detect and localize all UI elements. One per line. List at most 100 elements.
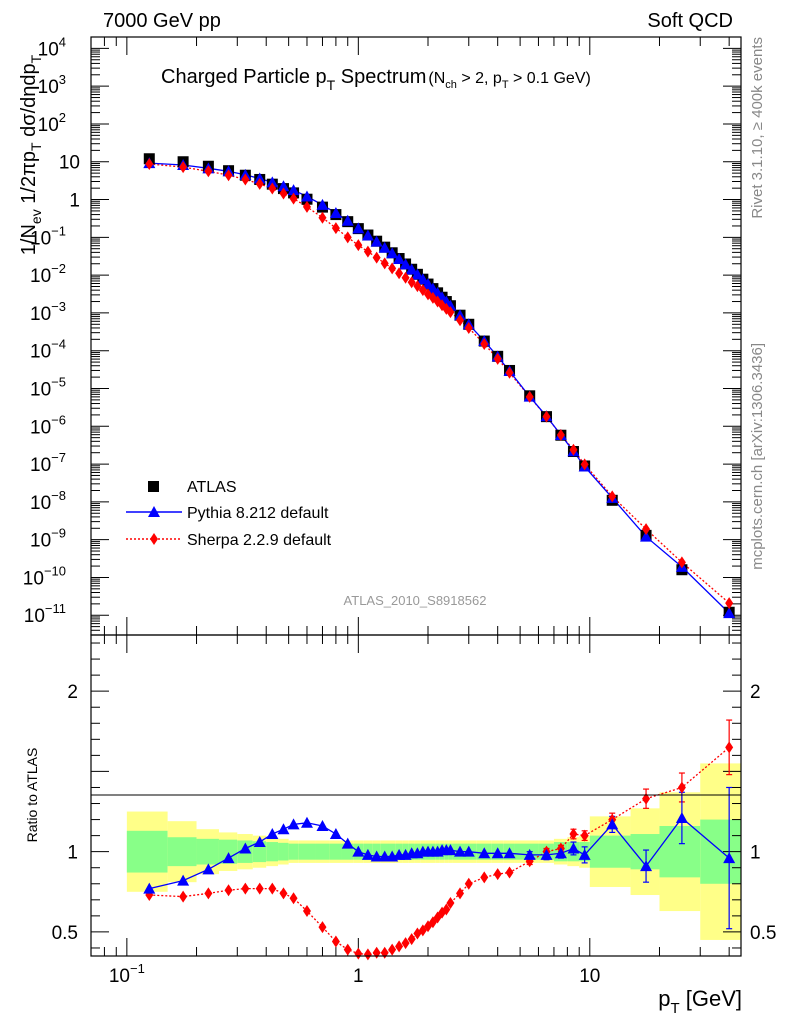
sherpa-main-point (569, 443, 578, 456)
pythia-ratio-point (143, 882, 156, 894)
sherpa-main-point (289, 192, 298, 205)
band-inner-segment (298, 843, 316, 860)
sherpa-main-point (464, 321, 473, 334)
pythia-ratio-point (287, 818, 300, 830)
sherpa-ratio-point (179, 890, 188, 903)
pythia-ratio-point (329, 828, 342, 840)
y-tick-label-main: 103 (38, 72, 66, 98)
sherpa-main-point (725, 597, 734, 610)
legend-marker-pythia (148, 506, 160, 517)
sherpa-ratio-point (456, 887, 465, 900)
sherpa-main-point (505, 366, 514, 379)
sherpa-ratio-point (302, 905, 311, 918)
pythia-ratio-point (239, 842, 252, 854)
ratio-axis-ticks: 10−1 1 10 0.5 0.5 1 1 2 2 (52, 635, 776, 987)
sherpa-main-point (542, 410, 551, 423)
ratio-series-layer (143, 719, 736, 961)
sherpa-ratio-point (480, 871, 489, 884)
band-inner-segment (315, 843, 330, 860)
pythia-ratio-point (578, 848, 591, 860)
sherpa-ratio-point (343, 943, 352, 956)
pythia-ratio-point (567, 842, 580, 854)
y-tick-label-ratio-right: 0.5 (750, 923, 776, 944)
sherpa-main-point (343, 231, 352, 244)
sherpa-main-point (456, 314, 465, 327)
sherpa-main-point (480, 338, 489, 351)
sherpa-ratio-point (289, 892, 298, 905)
main-y-axis-label: 1/Nev 1/2πpT dσ/dηdpT (18, 54, 44, 255)
sherpa-ratio-point (224, 884, 233, 897)
sherpa-ratio-point (395, 940, 404, 953)
pythia-ratio-point (277, 823, 290, 835)
sherpa-ratio-point (725, 741, 734, 754)
pythia-ratio-point (454, 845, 467, 857)
pythia-ratio-point (554, 847, 567, 859)
pythia-main-point (723, 607, 736, 619)
sherpa-ratio-point (380, 946, 389, 959)
pythia-ratio-point (177, 874, 190, 886)
band-inner-segment (288, 843, 299, 860)
sherpa-main-point (580, 458, 589, 471)
x-tick-label: 1 (353, 966, 364, 987)
sherpa-main-point (380, 257, 389, 270)
y-tick-label-main: 10−4 (30, 337, 66, 363)
pythia-main-point (329, 207, 342, 219)
sherpa-main-point (224, 169, 233, 182)
sherpa-ratio-point (642, 792, 651, 805)
pythia-main-point (287, 184, 300, 196)
sherpa-main-point (354, 239, 363, 252)
chart-title: Charged Particle pT Spectrum (Nch > 2, pT… (161, 66, 591, 93)
pythia-ratio-point (640, 860, 653, 872)
band-inner-segment (218, 839, 238, 864)
sherpa-ratio-point (464, 877, 473, 890)
y-tick-label-main: 10−7 (30, 450, 66, 476)
sherpa-main-point (388, 262, 397, 275)
legend-label-atlas: ATLAS (187, 479, 237, 496)
y-tick-label-main: 1 (69, 191, 80, 212)
sherpa-main-point (145, 158, 154, 171)
y-tick-label-main: 10−9 (30, 526, 66, 552)
sherpa-ratio-point (354, 947, 363, 960)
y-tick-label-main: 10−5 (30, 374, 66, 400)
sherpa-main-point (556, 428, 565, 441)
y-tick-label-ratio: 1 (67, 843, 78, 864)
y-tick-label-ratio-right: 2 (750, 682, 761, 703)
main-series-layer (143, 153, 736, 619)
band-inner-segment (167, 837, 197, 867)
legend-label-pythia: Pythia 8.212 default (187, 505, 329, 522)
main-axis-ticks: 10−11 10−10 10−9 10−8 10−7 10−6 10−5 10−4 10−3 10… (23, 34, 741, 636)
band-inner-segment (659, 825, 701, 878)
sherpa-ratio-point (279, 887, 288, 900)
y-tick-label-ratio: 2 (67, 682, 78, 703)
sherpa-main-point (318, 211, 327, 224)
y-tick-label-main: 10−1 (30, 223, 66, 249)
pythia-main-point (378, 241, 391, 253)
pythia-ratio-point (253, 836, 266, 848)
sherpa-ratio-point (493, 868, 502, 881)
pythia-main-point (405, 263, 418, 275)
legend: ATLAS Pythia 8.212 default Sherpa 2.2.9 … (126, 479, 332, 549)
pythia-ratio-point (723, 852, 736, 864)
y-tick-label-main: 10−2 (30, 261, 66, 287)
sherpa-main-point (446, 306, 455, 319)
legend-label-sherpa: Sherpa 2.2.9 default (187, 532, 332, 549)
x-tick-label: 10 (579, 966, 600, 987)
sherpa-main-point (493, 352, 502, 365)
sherpa-ratio-point (268, 882, 277, 895)
pythia-ratio-point (444, 844, 457, 856)
x-axis-label: pT [GeV] (658, 986, 742, 1017)
y-tick-label-main: 10−10 (23, 563, 66, 589)
sherpa-ratio-point (255, 882, 264, 895)
pythia-ratio-point (352, 845, 365, 857)
x-tick-label: 10−1 (109, 961, 145, 987)
pythia-ratio-point (316, 819, 329, 831)
ratio-y-axis-label: Ratio to ATLAS (24, 748, 40, 843)
sherpa-main-point (204, 165, 213, 178)
y-tick-label-main: 10−6 (30, 412, 66, 438)
pythia-ratio-point (370, 850, 383, 862)
pythia-main-point (352, 222, 365, 234)
sherpa-main-point (279, 187, 288, 200)
sherpa-ratio-point (580, 829, 589, 842)
band-inner-segment (126, 830, 168, 873)
